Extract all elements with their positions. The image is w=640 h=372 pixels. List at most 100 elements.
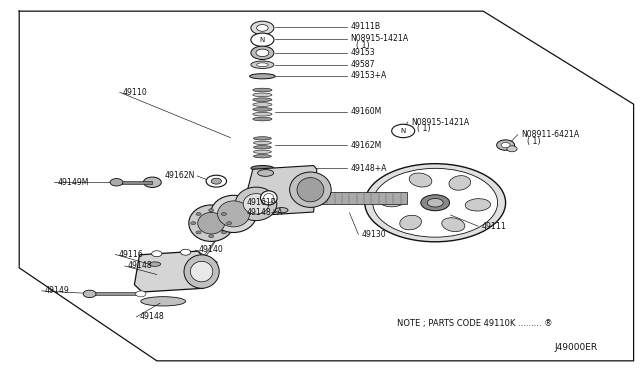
Text: 49153+A: 49153+A bbox=[350, 71, 387, 80]
Ellipse shape bbox=[253, 146, 271, 149]
Ellipse shape bbox=[198, 212, 225, 234]
Ellipse shape bbox=[465, 199, 491, 211]
Circle shape bbox=[191, 222, 196, 225]
Text: 49111B: 49111B bbox=[350, 22, 380, 31]
Ellipse shape bbox=[253, 155, 271, 158]
Circle shape bbox=[206, 175, 227, 187]
Ellipse shape bbox=[189, 205, 234, 241]
Text: 49160M: 49160M bbox=[350, 107, 381, 116]
Ellipse shape bbox=[264, 193, 274, 202]
Ellipse shape bbox=[253, 137, 271, 140]
Circle shape bbox=[227, 222, 232, 225]
Ellipse shape bbox=[409, 173, 432, 187]
Text: ( 1): ( 1) bbox=[417, 124, 431, 133]
Circle shape bbox=[180, 249, 191, 255]
Text: 49161P: 49161P bbox=[246, 198, 276, 207]
Text: ( 1): ( 1) bbox=[356, 41, 370, 50]
Ellipse shape bbox=[253, 103, 272, 106]
Text: 49162N: 49162N bbox=[165, 171, 195, 180]
Ellipse shape bbox=[211, 195, 257, 232]
Circle shape bbox=[143, 177, 161, 187]
Ellipse shape bbox=[428, 199, 444, 207]
Polygon shape bbox=[243, 166, 317, 216]
Text: 49149: 49149 bbox=[45, 286, 70, 295]
Ellipse shape bbox=[253, 117, 272, 121]
Ellipse shape bbox=[275, 208, 288, 213]
Circle shape bbox=[257, 25, 268, 31]
Bar bbox=[90, 292, 144, 295]
Circle shape bbox=[152, 251, 162, 257]
Ellipse shape bbox=[442, 218, 465, 232]
Text: 49148: 49148 bbox=[128, 262, 153, 270]
Text: 49162M: 49162M bbox=[350, 141, 381, 150]
Text: 49116: 49116 bbox=[118, 250, 143, 259]
Text: N08915-1421A: N08915-1421A bbox=[411, 118, 469, 126]
Ellipse shape bbox=[141, 297, 186, 306]
Ellipse shape bbox=[251, 166, 274, 171]
Text: 49149M: 49149M bbox=[58, 178, 89, 187]
Text: N08915-1421A: N08915-1421A bbox=[350, 34, 408, 43]
Circle shape bbox=[209, 235, 214, 238]
Ellipse shape bbox=[449, 176, 470, 190]
Text: 49130: 49130 bbox=[362, 230, 386, 239]
Ellipse shape bbox=[257, 170, 274, 176]
Ellipse shape bbox=[218, 201, 250, 227]
Circle shape bbox=[507, 146, 517, 152]
Circle shape bbox=[251, 21, 274, 35]
Circle shape bbox=[221, 231, 227, 234]
Circle shape bbox=[136, 291, 146, 297]
Ellipse shape bbox=[373, 168, 498, 237]
Ellipse shape bbox=[149, 262, 161, 266]
Ellipse shape bbox=[236, 187, 277, 221]
Ellipse shape bbox=[253, 112, 272, 116]
Circle shape bbox=[497, 140, 515, 150]
Circle shape bbox=[209, 209, 214, 212]
Circle shape bbox=[256, 49, 269, 57]
Ellipse shape bbox=[191, 261, 212, 282]
Text: 49148+A: 49148+A bbox=[246, 208, 283, 217]
Ellipse shape bbox=[260, 191, 277, 205]
Ellipse shape bbox=[257, 63, 268, 67]
Text: J49000ER: J49000ER bbox=[554, 343, 598, 352]
Ellipse shape bbox=[380, 195, 405, 207]
Ellipse shape bbox=[365, 164, 506, 242]
Circle shape bbox=[221, 212, 227, 215]
Circle shape bbox=[501, 142, 510, 148]
Circle shape bbox=[83, 290, 96, 298]
Ellipse shape bbox=[251, 61, 274, 68]
Text: N: N bbox=[401, 128, 406, 134]
Circle shape bbox=[211, 178, 221, 184]
Text: NOTE ; PARTS CODE 49110K ......... ®: NOTE ; PARTS CODE 49110K ......... ® bbox=[397, 319, 552, 328]
Ellipse shape bbox=[253, 108, 272, 111]
Ellipse shape bbox=[289, 172, 332, 208]
Text: 49148: 49148 bbox=[140, 312, 164, 321]
Ellipse shape bbox=[297, 177, 324, 202]
Circle shape bbox=[392, 124, 415, 138]
Text: N08911-6421A: N08911-6421A bbox=[521, 130, 579, 139]
Bar bbox=[118, 181, 152, 184]
Text: 49111: 49111 bbox=[481, 222, 506, 231]
Text: 49153: 49153 bbox=[350, 48, 374, 57]
Ellipse shape bbox=[253, 98, 272, 102]
Text: 49587: 49587 bbox=[350, 60, 374, 69]
Text: 49110: 49110 bbox=[123, 88, 148, 97]
Circle shape bbox=[196, 231, 201, 234]
Circle shape bbox=[251, 46, 274, 60]
Ellipse shape bbox=[253, 141, 271, 145]
Ellipse shape bbox=[400, 215, 422, 230]
Ellipse shape bbox=[421, 195, 450, 211]
Ellipse shape bbox=[253, 88, 272, 92]
Ellipse shape bbox=[243, 194, 269, 214]
Bar bbox=[314, 192, 407, 204]
Ellipse shape bbox=[184, 255, 219, 288]
Circle shape bbox=[196, 212, 201, 215]
Circle shape bbox=[110, 179, 123, 186]
Polygon shape bbox=[134, 251, 204, 292]
Text: ( 1): ( 1) bbox=[527, 137, 541, 146]
Circle shape bbox=[251, 33, 274, 46]
Text: N: N bbox=[260, 37, 265, 43]
Ellipse shape bbox=[250, 74, 275, 79]
Ellipse shape bbox=[253, 93, 272, 97]
Ellipse shape bbox=[253, 150, 271, 154]
Text: 49148+A: 49148+A bbox=[350, 164, 387, 173]
